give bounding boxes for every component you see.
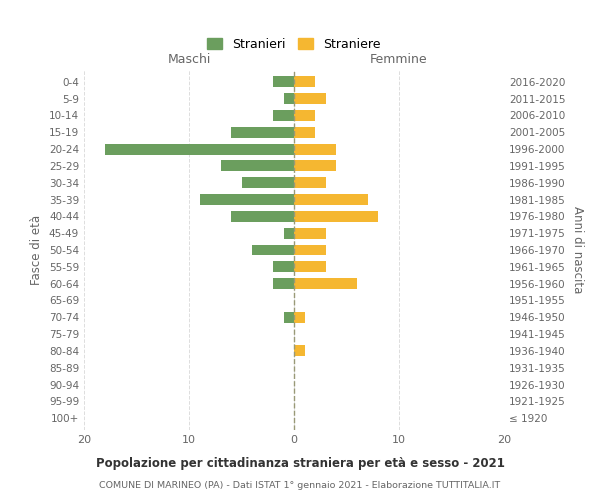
Bar — [241, 177, 294, 188]
Bar — [294, 244, 325, 256]
Bar — [294, 110, 315, 121]
Bar — [105, 144, 294, 154]
Bar — [294, 160, 336, 172]
Text: COMUNE DI MARINEO (PA) - Dati ISTAT 1° gennaio 2021 - Elaborazione TUTTITALIA.IT: COMUNE DI MARINEO (PA) - Dati ISTAT 1° g… — [100, 481, 500, 490]
Legend: Stranieri, Straniere: Stranieri, Straniere — [202, 33, 386, 56]
Bar — [273, 278, 294, 289]
Bar — [294, 144, 336, 154]
Bar — [294, 76, 315, 87]
Bar — [221, 160, 294, 172]
Text: Femmine: Femmine — [370, 54, 428, 66]
Bar — [294, 211, 378, 222]
Bar — [199, 194, 294, 205]
Bar — [294, 228, 325, 238]
Bar — [294, 278, 357, 289]
Bar — [294, 93, 325, 104]
Bar — [284, 312, 294, 323]
Bar — [284, 93, 294, 104]
Text: Maschi: Maschi — [167, 54, 211, 66]
Bar — [231, 127, 294, 138]
Bar — [294, 346, 305, 356]
Text: Popolazione per cittadinanza straniera per età e sesso - 2021: Popolazione per cittadinanza straniera p… — [95, 458, 505, 470]
Bar — [231, 211, 294, 222]
Bar — [294, 194, 367, 205]
Bar — [294, 312, 305, 323]
Bar — [294, 177, 325, 188]
Bar — [273, 110, 294, 121]
Bar — [284, 228, 294, 238]
Y-axis label: Anni di nascita: Anni di nascita — [571, 206, 584, 294]
Bar — [294, 127, 315, 138]
Y-axis label: Fasce di età: Fasce di età — [31, 215, 43, 285]
Bar — [273, 76, 294, 87]
Bar — [273, 262, 294, 272]
Bar — [252, 244, 294, 256]
Bar — [294, 262, 325, 272]
